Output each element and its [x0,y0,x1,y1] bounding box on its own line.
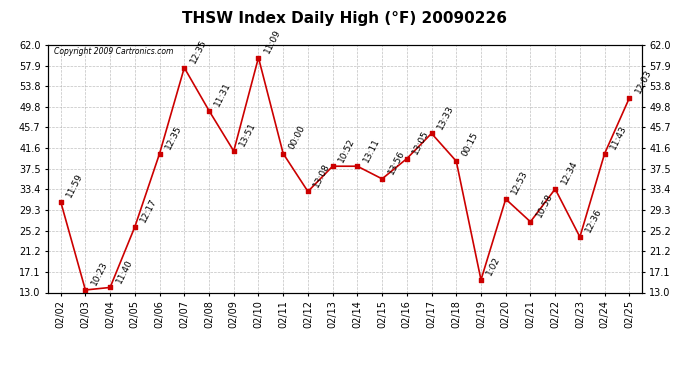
Point [500,196,511,202]
Point [352,163,363,169]
Point [302,189,313,195]
Text: 12:35: 12:35 [164,124,184,151]
Text: 10:58: 10:58 [535,192,554,219]
Point [179,65,190,71]
Text: 12:53: 12:53 [510,169,530,196]
Point [253,55,264,61]
Text: 11:40: 11:40 [115,258,134,285]
Text: 12:03: 12:03 [633,68,653,95]
Text: 11:43: 11:43 [609,124,629,151]
Point [426,130,437,136]
Point [327,163,338,169]
Text: 11:59: 11:59 [65,172,85,199]
Point [451,158,462,164]
Point [599,151,610,157]
Text: 12:34: 12:34 [560,159,579,186]
Point [80,287,91,293]
Text: 13:08: 13:08 [312,162,332,189]
Point [105,285,116,291]
Point [204,108,215,114]
Text: THSW Index Daily High (°F) 20090226: THSW Index Daily High (°F) 20090226 [182,11,508,26]
Text: 10:23: 10:23 [90,260,109,287]
Text: 00:00: 00:00 [287,124,307,151]
Text: 12:36: 12:36 [584,207,604,234]
Point [550,186,561,192]
Text: 11:31: 11:31 [213,81,233,108]
Point [55,199,66,205]
Point [402,156,413,162]
Text: 13:05: 13:05 [411,129,431,156]
Point [525,219,536,225]
Point [228,148,239,154]
Text: 12:35: 12:35 [188,38,208,65]
Text: 13:11: 13:11 [362,136,382,164]
Point [624,95,635,101]
Text: 13:56: 13:56 [386,149,406,176]
Text: 1:02: 1:02 [485,255,502,277]
Point [154,151,165,157]
Text: 00:15: 00:15 [460,131,480,158]
Point [377,176,388,182]
Point [475,277,486,283]
Point [129,224,140,230]
Text: 13:33: 13:33 [435,104,455,130]
Text: Copyright 2009 Cartronics.com: Copyright 2009 Cartronics.com [55,48,174,57]
Text: 10:52: 10:52 [337,136,357,164]
Text: 13:51: 13:51 [238,121,257,148]
Text: 11:09: 11:09 [263,28,282,55]
Text: 12:17: 12:17 [139,197,159,224]
Point [277,151,288,157]
Point [574,234,585,240]
